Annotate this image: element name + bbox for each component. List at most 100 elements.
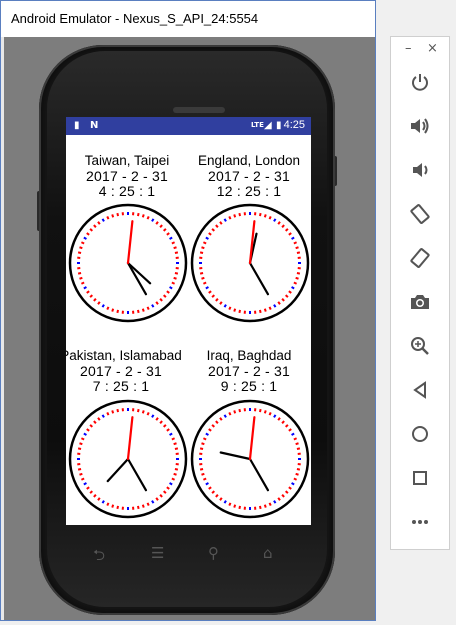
clock-tick [169,286,173,290]
clock-tick [208,486,212,490]
home-icon[interactable] [391,417,449,451]
clock-tick [296,447,301,450]
clock-tick [205,482,209,486]
clock-islamabad: Pakistan, Islamabad 2017 - 2 - 31 7 : 25… [66,348,182,394]
minute-hand [126,457,148,492]
clock-tick [83,286,87,290]
clock-tick [201,472,205,476]
search-key-icon[interactable]: ⚲ [208,544,219,562]
clock-tick [208,428,212,432]
clock-tick [79,276,83,280]
clock-tick [228,306,232,310]
clock-tick [174,468,179,471]
clock-tick [228,502,232,506]
clock-tick [263,410,267,414]
clock-tick [288,232,292,236]
sd-card-icon: ▮ [74,120,80,131]
clock-city: Taiwan, Taipei [84,153,170,168]
clock-tick [97,221,101,225]
notification-n-icon: N [90,120,99,131]
clock-tick [293,437,297,441]
clock-tick [263,504,267,508]
clock-tick [215,494,219,498]
clock-date: 2017 - 2 - 31 [208,363,290,379]
clock-tick [89,294,93,298]
minute-hand [126,261,148,296]
clock-tick [211,294,215,298]
clock-tick [291,482,295,486]
zoom-icon[interactable] [391,329,449,363]
clock-tick [174,251,179,254]
more-icon[interactable] [391,505,449,539]
analog-clock-face [68,399,188,519]
clock-tick [173,472,177,476]
clock-tick [223,304,227,308]
clock-tick [79,472,83,476]
clock-tick [97,417,101,421]
device-screen[interactable]: ▮ N LTE ◢ ▮ 4:25 Taiwan, Taipei 2017 - 2… [66,117,311,525]
clock-tick [281,298,285,302]
clock-tick [146,306,150,310]
clock-tick [89,424,93,428]
clock-tick [215,298,219,302]
clock-tick [116,408,119,413]
clock-tick [81,437,85,441]
home-key-icon[interactable]: ⌂ [263,544,273,562]
clock-tick [228,412,232,416]
clock-tick [201,276,205,280]
clock-tick [137,408,140,413]
back-icon[interactable] [391,373,449,407]
clock-tick [211,228,215,232]
overview-icon[interactable] [391,461,449,495]
minimize-button[interactable]: – [405,41,412,56]
clock-tick [238,309,241,314]
clock-tick [155,301,159,305]
second-hand [248,416,256,461]
clock-tick [89,490,93,494]
clock-tick [285,228,289,232]
clock-tick [116,309,119,314]
clock-tick [296,468,301,471]
clock-tick [173,442,177,446]
close-button[interactable]: × [427,41,438,56]
status-time: 4:25 [283,119,305,131]
clock-tick [293,241,297,245]
clock-tick [268,412,272,416]
clock-tick [101,500,105,504]
lte-icon: LTE [251,121,264,129]
clock-tick [288,486,292,490]
clock-tick [295,442,299,446]
clock-tick [86,428,90,432]
clock-tick [228,216,232,220]
clock-tick [163,228,167,232]
title-bar[interactable]: Android Emulator - Nexus_S_API_24:5554 [1,1,375,37]
back-key-icon[interactable]: ⮌ [93,546,106,564]
clock-tick [159,298,163,302]
clock-tick [238,212,241,217]
clock-tick [77,447,82,450]
clock-tick [159,420,163,424]
clock-tick [259,505,262,510]
clock-tick [77,272,82,275]
clock-tick [215,224,219,228]
hour-hand [219,451,252,461]
rotate-left-icon[interactable] [391,197,449,231]
clock-tick [238,505,241,510]
clock-tick [281,494,285,498]
clock-tick [203,437,207,441]
clock-tick [285,490,289,494]
power-icon[interactable] [391,65,449,99]
clock-tick [166,486,170,490]
rotate-right-icon[interactable] [391,241,449,275]
volume-down-icon[interactable] [391,153,449,187]
clock-tick [238,408,241,413]
menu-key-icon[interactable]: ☰ [151,544,165,562]
volume-up-icon[interactable] [391,109,449,143]
camera-icon[interactable] [391,285,449,319]
clock-london: England, London 2017 - 2 - 31 12 : 25 : … [188,153,310,199]
clock-tick [137,505,140,510]
clock-tick [205,236,209,240]
clock-tick [155,221,159,225]
clock-tick [293,477,297,481]
clock-tick [171,437,175,441]
